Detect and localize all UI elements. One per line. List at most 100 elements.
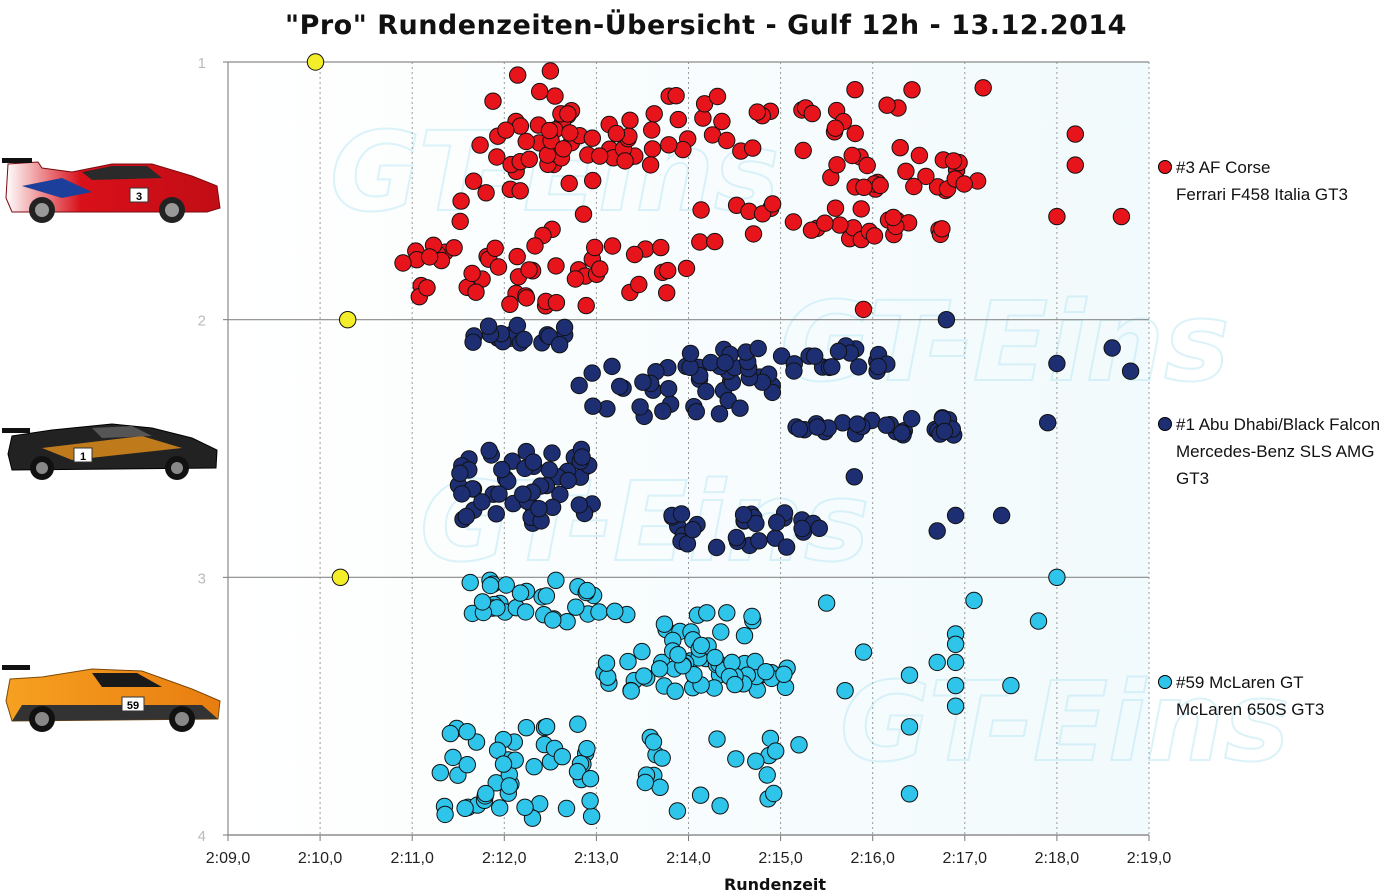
data-point-mclaren [669,646,687,664]
data-point-af-corse [541,62,560,80]
data-point-mclaren [582,807,601,825]
data-point-mclaren [553,748,571,766]
data-point-af-corse [591,260,609,278]
data-point-mclaren [477,784,495,803]
x-tick-label: 2:12,0 [482,850,527,867]
data-point-mclaren [619,652,637,671]
data-point-af-corse [944,152,963,170]
data-point-black-falcon [631,398,649,416]
data-point-af-corse [659,261,677,280]
data-point-black-falcon [1039,414,1057,432]
data-point-mclaren [775,665,793,683]
mercedes-car-image: 1 [2,423,218,480]
x-tick-label: 2:11,0 [391,850,434,867]
data-point-af-corse [501,295,519,313]
data-point-af-corse [691,233,709,251]
data-point-black-falcon [570,496,588,514]
data-point-af-corse [616,152,634,170]
x-tick-label: 2:16,0 [850,850,895,867]
data-point-mclaren [712,623,730,641]
legend-marker-black-falcon [1158,417,1172,431]
data-point-black-falcon [457,507,475,526]
data-point-af-corse [660,136,678,154]
data-point-black-falcon [707,538,726,557]
data-point-af-corse [486,239,504,258]
data-point-black-falcon [611,377,629,396]
data-point-mclaren [569,715,587,733]
x-axis-ticks: 2:09,0 2:10,0 2:11,0 2:12,0 2:13,0 2:14,0 2:15… [206,835,1171,867]
data-point-af-corse [831,216,849,234]
data-point-af-corse [471,136,489,154]
data-point-af-corse [591,147,609,165]
data-point-black-falcon [768,513,786,532]
data-point-black-falcon [710,405,729,423]
data-point-af-corse [784,213,803,231]
data-point-mclaren [635,667,653,685]
data-point-mclaren [711,797,729,815]
data-point-af-corse [706,232,724,251]
data-point-af-corse [643,140,662,158]
data-point-mclaren [965,591,983,610]
data-point-black-falcon [810,519,828,537]
chart-title: "Pro" Rundenzeiten-Übersicht - Gulf 12h … [285,8,1127,41]
data-point-mclaren [946,697,965,715]
data-point-af-corse [520,150,538,169]
legend-label-af-corse-2: Ferrari F458 Italia GT3 [1176,185,1348,204]
data-point-af-corse [905,177,923,196]
legend-label-black-falcon-1: #1 Abu Dhabi/Black Falcon [1176,415,1380,434]
data-point-black-falcon [806,347,824,365]
data-point-mclaren [650,660,669,678]
data-point-af-corse [744,139,762,157]
data-point-af-corse [509,66,527,84]
mclaren-car-image: 59 [2,665,221,732]
x-tick-label: 2:15,0 [758,850,803,867]
data-point-af-corse [708,87,727,106]
x-tick-label: 2:18,0 [1035,850,1080,867]
data-point-mclaren [458,723,476,741]
data-point-black-falcon [583,364,601,382]
data-point-mclaren [743,607,761,626]
data-point-black-falcon [992,506,1011,525]
y-tick-label: 3 [198,570,206,587]
data-point-black-falcon [848,415,866,433]
data-point-mclaren [836,682,854,700]
data-point-af-corse [1048,207,1066,226]
data-point-af-corse [667,87,685,105]
data-point-mclaren [500,777,518,795]
data-point-mclaren [557,799,576,818]
data-point-mclaren [458,756,476,774]
data-point-black-falcon [937,311,956,329]
data-point-mclaren [946,635,965,653]
data-point-mclaren [946,676,965,695]
data-point-black-falcon [1048,354,1066,373]
data-point-black-falcon [681,344,700,363]
data-point-mclaren [900,718,919,736]
data-point-black-falcon [727,528,746,547]
svg-text:59: 59 [127,700,139,712]
data-point-black-falcon [480,441,498,460]
data-point-black-falcon [550,336,569,354]
fastest-lap-marker [339,311,357,329]
data-point-mclaren [537,587,556,605]
data-point-black-falcon [464,333,482,351]
data-point-af-corse [828,156,846,174]
data-point-af-corse [1112,207,1131,226]
data-point-mclaren [708,730,726,748]
data-point-mclaren [516,798,534,816]
data-point-mclaren [765,784,783,803]
data-point-mclaren [668,802,687,820]
legend-label-af-corse-1: #3 AF Corse [1176,158,1271,177]
data-point-mclaren [481,576,500,595]
data-point-mclaren [461,573,479,592]
data-point-af-corse [794,141,812,160]
data-point-af-corse [852,200,870,218]
data-point-af-corse [559,105,577,123]
data-point-black-falcon [508,316,527,335]
data-point-mclaren [946,653,965,672]
data-point-af-corse [540,121,559,140]
data-point-mclaren [727,750,745,768]
data-point-mclaren [854,643,873,661]
data-point-mclaren [633,642,651,661]
data-point-mclaren [590,603,608,621]
